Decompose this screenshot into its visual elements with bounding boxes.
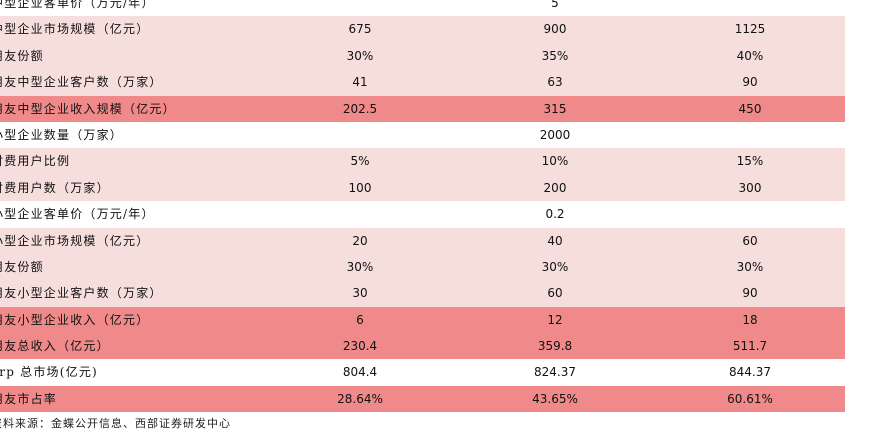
row-label: 用友小型企业收入（亿元）	[0, 312, 150, 327]
row-value: 804.4	[342, 365, 378, 380]
row-value: 41	[352, 75, 368, 90]
row-value: 1125	[734, 22, 766, 37]
row-value: 63	[547, 75, 563, 90]
table-row: erp 总市场(亿元) 804.4 824.37 844.37	[0, 359, 845, 386]
row-value: 30	[352, 286, 368, 301]
row-label: 中型企业客单价（万元/年）	[0, 0, 155, 10]
table-row: 用友中型企业客户数（万家） 41 63 90	[0, 69, 845, 96]
row-label: 用友中型企业客户数（万家）	[0, 75, 163, 90]
row-label: 小型企业市场规模（亿元）	[0, 233, 150, 248]
row-value: 100	[348, 180, 372, 195]
data-table: 中型企业客单价（万元/年） 5 中型企业市场规模（亿元） 675 900 1125 用友份额…	[0, 0, 845, 413]
table-row: 用友份额 30% 30% 30%	[0, 253, 845, 281]
row-value: 60	[742, 233, 758, 248]
row-value: 200	[543, 180, 567, 195]
table-row: 付费用户数（万家） 100 200 300	[0, 174, 845, 202]
row-value: 35%	[541, 48, 569, 63]
row-label: 小型企业数量（万家）	[0, 127, 124, 142]
row-value: 10%	[541, 154, 569, 169]
table-row: 中型企业市场规模（亿元） 675 900 1125	[0, 16, 845, 43]
row-value: 30%	[736, 259, 764, 274]
row-label: 小型企业客单价（万元/年）	[0, 207, 155, 222]
row-value: 20	[352, 233, 368, 248]
row-value: 900	[543, 22, 567, 37]
row-value: 30%	[346, 48, 374, 63]
table-row: 小型企业数量（万家） 2000	[0, 121, 845, 149]
row-value: 2000	[539, 127, 571, 142]
row-value: 15%	[736, 154, 764, 169]
table-row: 用友总收入（亿元） 230.4 359.8 511.7	[0, 333, 845, 360]
row-label: 用友小型企业客户数（万家）	[0, 286, 163, 301]
source-footnote: 资料来源：金蝶公开信息、西部证券研发中心	[0, 417, 231, 430]
table-row: 用友中型企业收入规模（亿元） 202.5 315 450	[0, 95, 845, 122]
row-label: 付费用户比例	[0, 154, 71, 169]
row-value: 675	[348, 22, 372, 37]
table-row: 用友小型企业客户数（万家） 30 60 90	[0, 280, 845, 307]
row-label: erp 总市场(亿元)	[0, 365, 98, 380]
table-row: 用友份额 30% 35% 40%	[0, 42, 845, 70]
row-value: 90	[742, 286, 758, 301]
row-value: 60.61%	[727, 391, 773, 406]
row-value: 30%	[346, 259, 374, 274]
row-value: 5	[551, 0, 559, 10]
row-label: 用友份额	[0, 48, 44, 63]
row-value: 300	[738, 180, 762, 195]
row-value: 28.64%	[337, 391, 383, 406]
row-value: 43.65%	[532, 391, 578, 406]
row-label: 用友中型企业收入规模（亿元）	[0, 101, 176, 116]
row-value: 511.7	[732, 339, 768, 354]
row-value: 450	[738, 101, 762, 116]
table-row: 中型企业客单价（万元/年） 5	[0, 0, 845, 17]
row-label: 用友份额	[0, 259, 44, 274]
row-value: 40%	[736, 48, 764, 63]
row-value: 40	[547, 233, 563, 248]
row-value: 6	[356, 312, 364, 327]
row-value: 60	[547, 286, 563, 301]
table-row: 小型企业市场规模（亿元） 20 40 60	[0, 227, 845, 254]
row-label: 用友总收入（亿元）	[0, 339, 110, 354]
row-value: 5%	[350, 154, 370, 169]
row-value: 230.4	[342, 339, 378, 354]
table-row: 小型企业客单价（万元/年） 0.2	[0, 201, 845, 228]
table-row: 用友小型企业收入（亿元） 6 12 18	[0, 306, 845, 334]
row-label: 中型企业市场规模（亿元）	[0, 22, 150, 37]
row-label: 用友市占率	[0, 391, 58, 406]
row-value: 359.8	[537, 339, 573, 354]
row-value: 315	[543, 101, 567, 116]
row-value: 90	[742, 75, 758, 90]
table-row: 付费用户比例 5% 10% 15%	[0, 148, 845, 175]
row-value: 844.37	[729, 365, 771, 380]
row-value: 30%	[541, 259, 569, 274]
table-row: 用友市占率 28.64% 43.65% 60.61%	[0, 385, 845, 413]
row-value: 202.5	[342, 101, 378, 116]
row-value: 18	[742, 312, 758, 327]
row-value: 12	[547, 312, 563, 327]
row-value: 0.2	[545, 207, 565, 222]
row-value: 824.37	[534, 365, 576, 380]
row-label: 付费用户数（万家）	[0, 180, 110, 195]
